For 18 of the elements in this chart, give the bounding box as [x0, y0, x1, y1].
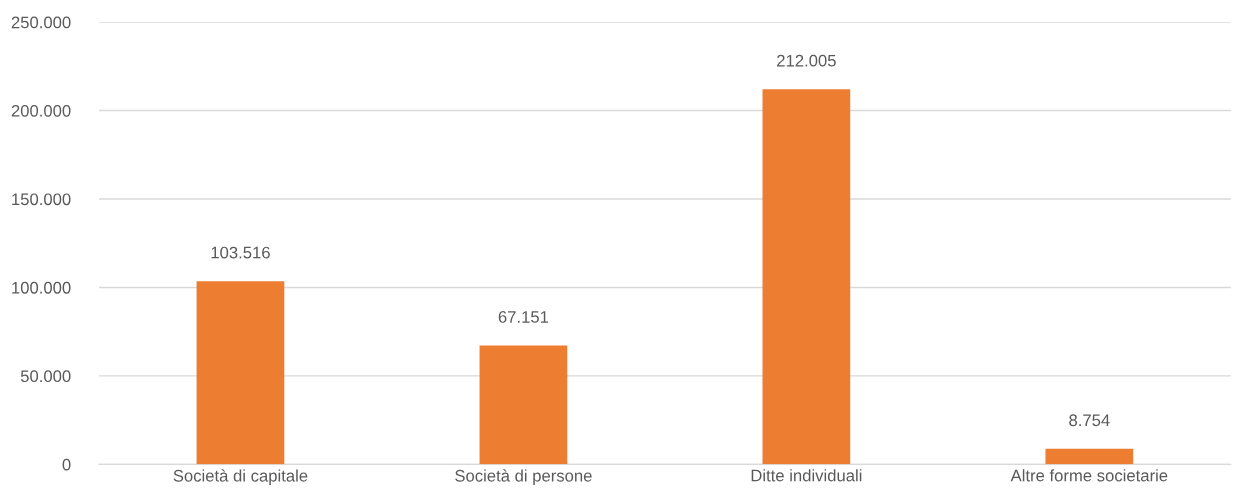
- bar: [762, 89, 851, 465]
- x-tick-label: Ditte individuali: [751, 469, 862, 482]
- x-tick-label: Altre forme societarie: [1010, 469, 1168, 482]
- y-tick-label: 50.000: [20, 370, 71, 383]
- y-tick-label: 0: [62, 458, 71, 471]
- y-tick-label: 200.000: [11, 104, 71, 117]
- data-label: 8.754: [1069, 414, 1110, 427]
- x-tick-label: Società di capitale: [173, 469, 308, 485]
- x-tick-label: Società di persone: [455, 469, 592, 485]
- data-label: 212.005: [777, 54, 836, 67]
- y-tick-label: 100.000: [12, 281, 71, 294]
- bar: [196, 281, 285, 465]
- y-tick-label: 150.000: [12, 193, 71, 206]
- data-label: 67.151: [498, 311, 549, 323]
- bar: [479, 345, 568, 465]
- data-label: 103.516: [211, 246, 270, 259]
- y-tick-label: 250.000: [11, 16, 71, 29]
- bar: [1045, 448, 1134, 465]
